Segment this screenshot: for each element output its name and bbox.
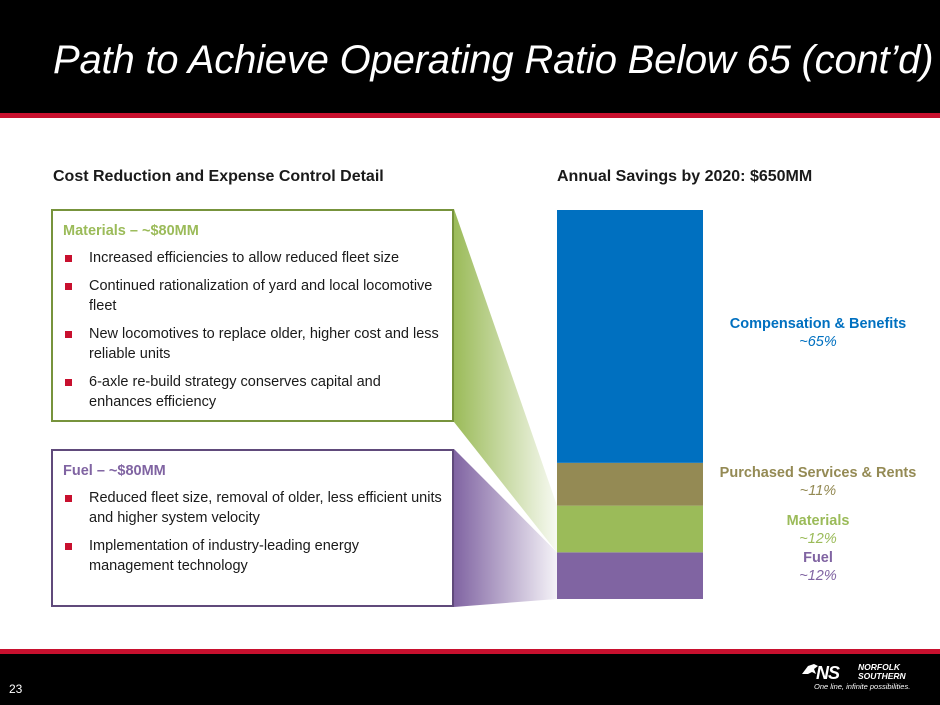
square-bullet-icon (65, 543, 72, 550)
fuel-funnel (454, 449, 557, 607)
fuel-bullet-list: Reduced fleet size, removal of older, le… (63, 488, 444, 576)
logo-name-line-1: NORFOLK (858, 662, 901, 672)
bullet-text: Implementation of industry-leading energ… (89, 538, 360, 574)
series-name: Compensation & Benefits (729, 316, 907, 332)
logo-wordmark: NORFOLK SOUTHERN (858, 663, 906, 681)
series-name: Purchased Services & Rents (719, 465, 917, 481)
bar-segment-purchased-services-rents (557, 462, 703, 506)
bullet-text: Continued rationalization of yard and lo… (89, 278, 433, 314)
series-name: Fuel (803, 550, 833, 566)
materials-detail-box: Materials – ~$80MM Increased efficiencie… (51, 209, 454, 422)
logo-mark: NS (816, 663, 840, 683)
series-percent: ~12% (799, 568, 837, 584)
fuel-detail-box: Fuel – ~$80MM Reduced fleet size, remova… (51, 449, 454, 607)
bar-segment-compensation-benefits (557, 210, 703, 463)
series-percent: ~11% (799, 483, 837, 499)
page-title: Path to Achieve Operating Ratio Below 65… (53, 38, 934, 82)
materials-bullet-list: Increased efficiencies to allow reduced … (63, 248, 444, 412)
cost-detail-title: Cost Reduction and Expense Control Detai… (53, 168, 384, 185)
list-item: Increased efficiencies to allow reduced … (63, 248, 444, 268)
list-item: Reduced fleet size, removal of older, le… (63, 488, 444, 528)
fuel-heading: Fuel – ~$80MM (63, 463, 166, 479)
purchased-services-label: Purchased Services & Rents ~11% (698, 464, 938, 500)
bar-segment-fuel (557, 552, 703, 599)
materials-label: Materials ~12% (698, 512, 938, 548)
list-item: New locomotives to replace older, higher… (63, 324, 444, 364)
chart-title: Annual Savings by 2020: $650MM (557, 168, 813, 185)
series-name: Materials (786, 513, 850, 529)
series-percent: ~12% (799, 531, 837, 547)
series-percent: ~65% (799, 334, 837, 350)
logo-name-line-2: SOUTHERN (858, 671, 906, 681)
square-bullet-icon (65, 255, 72, 262)
square-bullet-icon (65, 379, 72, 386)
list-item: 6-axle re-build strategy conserves capit… (63, 372, 444, 412)
list-item: Implementation of industry-leading energ… (63, 536, 444, 576)
materials-funnel (454, 209, 557, 553)
bullet-text: Reduced fleet size, removal of older, le… (89, 490, 442, 526)
company-logo: NS NORFOLK SOUTHERN One line, infinite p… (800, 660, 930, 692)
square-bullet-icon (65, 495, 72, 502)
logo-tagline: One line, infinite possibilities. (814, 682, 911, 691)
footer-divider (0, 649, 940, 654)
list-item: Continued rationalization of yard and lo… (63, 276, 444, 316)
footer-bar (0, 654, 940, 705)
square-bullet-icon (65, 283, 72, 290)
square-bullet-icon (65, 331, 72, 338)
fuel-label: Fuel ~12% (698, 549, 938, 585)
comp-benefits-label: Compensation & Benefits ~65% (698, 315, 938, 351)
page-number: 23 (9, 682, 23, 696)
bar-segment-materials (557, 505, 703, 553)
norfolk-southern-horse-icon (802, 664, 818, 674)
bullet-text: New locomotives to replace older, higher… (89, 326, 439, 362)
bullet-text: Increased efficiencies to allow reduced … (89, 250, 400, 266)
header-bar: Path to Achieve Operating Ratio Below 65… (0, 0, 940, 113)
materials-heading: Materials – ~$80MM (63, 223, 199, 239)
bullet-text: 6-axle re-build strategy conserves capit… (89, 374, 381, 410)
header-divider (0, 113, 940, 118)
